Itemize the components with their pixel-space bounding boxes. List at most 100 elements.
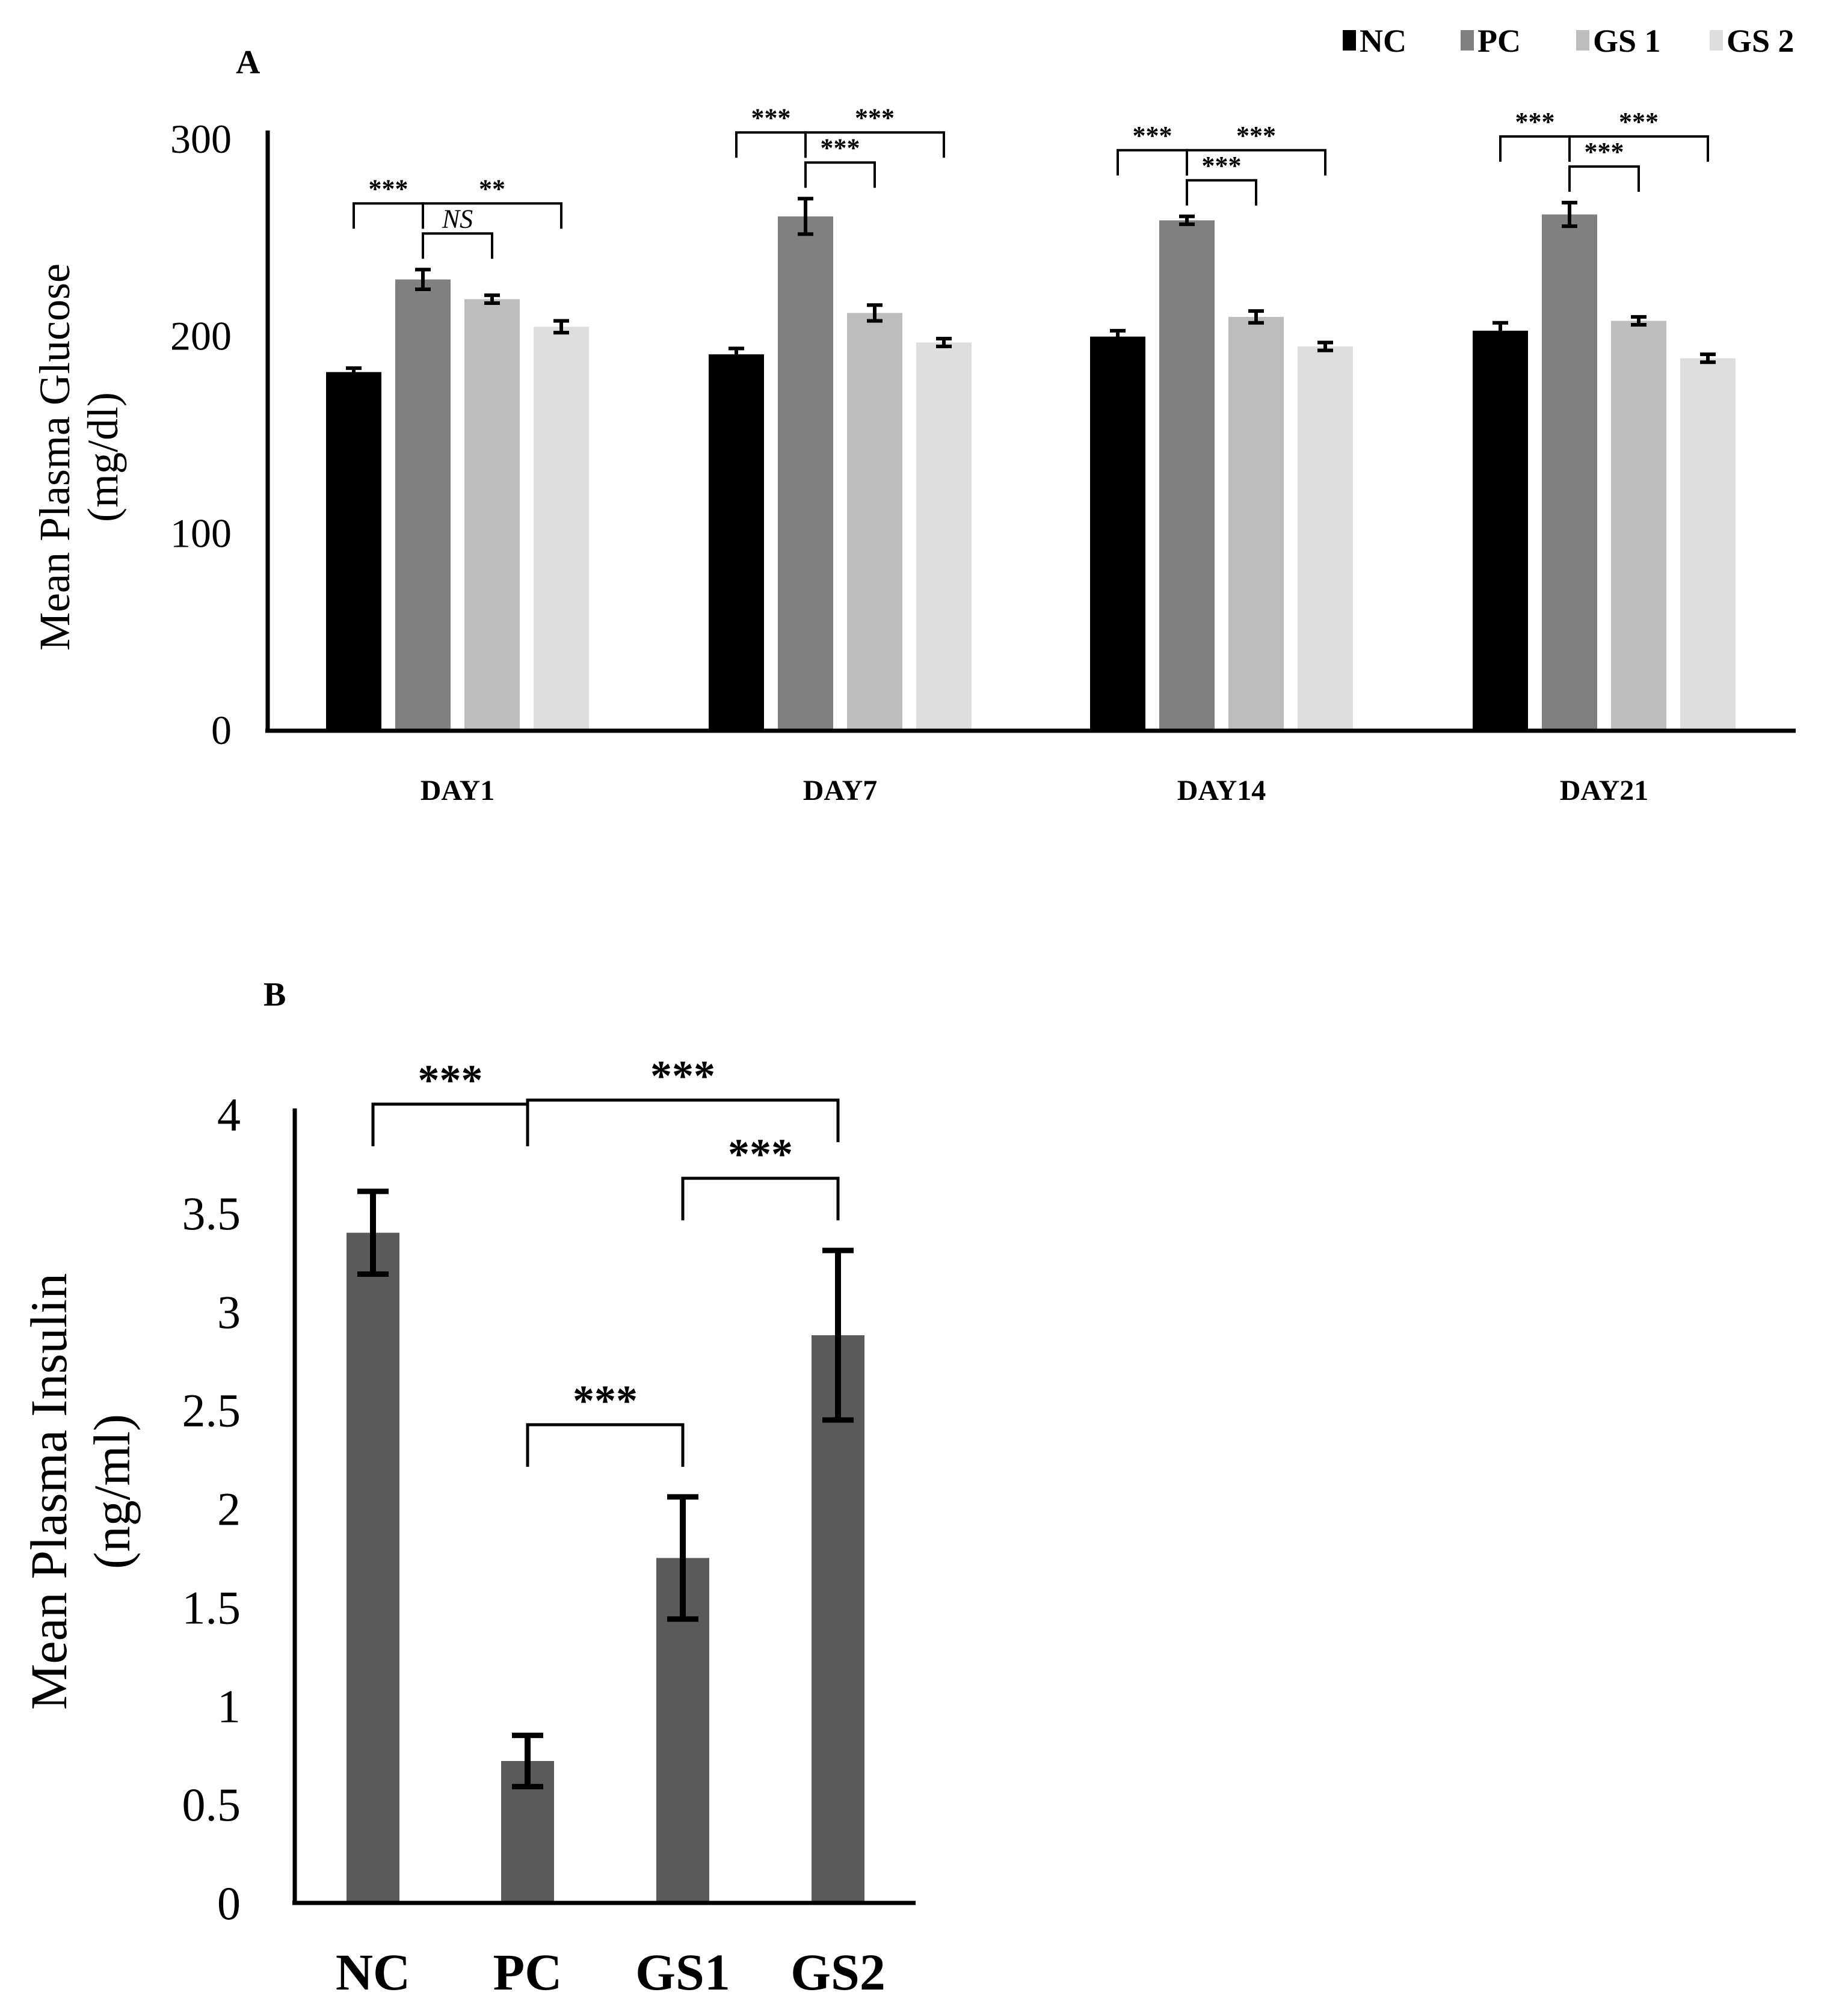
significance-bracket-line [1568, 165, 1640, 192]
significance-label: *** [1515, 107, 1555, 137]
panel-a-legend: NC PC GS 1 GS 2 [1343, 23, 1795, 59]
panel-a-bar-gs2-day7 [916, 342, 972, 731]
legend-swatch [1461, 30, 1474, 51]
panel-a-bar-gs2-day14 [1298, 346, 1353, 731]
panel-a-significance-bracket: ** [422, 174, 562, 229]
panel-a-bar-gs1-day1 [464, 299, 520, 731]
panel-b-significance: *** *** *** *** [371, 1052, 840, 1467]
panel-a-error-bar [729, 346, 744, 362]
legend-label: GS 1 [1593, 23, 1661, 59]
significance-bracket-line [804, 131, 945, 158]
panel-a-significance-bracket: *** [1568, 137, 1640, 192]
panel-a-bar-pc-day14 [1159, 220, 1215, 731]
significance-label: *** [1133, 121, 1172, 150]
panel-a-y-axis-title: Mean Plasma Glucose (mg/dl) [31, 263, 127, 651]
panel-b-bar-gs2 [812, 1335, 864, 1903]
panel-a-bar-pc-day21 [1542, 214, 1597, 731]
panel-b-error-bar [512, 1732, 543, 1790]
panel-b-significance-bracket: *** [371, 1056, 529, 1146]
panel-a-bar-gs1-day21 [1611, 321, 1666, 731]
panel-a-bar-pc-day1 [395, 279, 451, 731]
legend-label: PC [1477, 23, 1521, 59]
significance-bracket-line [1568, 135, 1709, 162]
significance-bracket-line [371, 1102, 529, 1146]
panel-b-y-axis-title: Mean Plasma Insulin (ng/ml) [20, 1273, 141, 1710]
panel-a-error-bar [1110, 328, 1126, 345]
panel-b-y-tick-label: 3 [217, 1286, 241, 1338]
panel-a-bar-pc-day7 [778, 216, 833, 731]
panel-a-bar-gs1-day14 [1228, 316, 1284, 731]
significance-label: *** [650, 1052, 715, 1100]
legend-item: GS 1 [1576, 23, 1661, 59]
panel-a-significance-bracket: *** [353, 174, 424, 229]
significance-bracket-line [422, 232, 493, 259]
panel-a-significance-bracket: NS [422, 204, 493, 259]
legend-swatch [1710, 30, 1723, 51]
significance-bracket-line [1117, 149, 1188, 176]
significance-bracket-line [526, 1098, 840, 1143]
panel-a-bar-nc-day14 [1090, 336, 1145, 731]
panel-a-error-bar [484, 293, 500, 305]
panel-a-error-bar [936, 336, 952, 349]
panel-a-error-bar [1562, 200, 1577, 229]
panel-b-y-tick-label: 0 [217, 1877, 241, 1929]
panel-b-insulin-chart: B Mean Plasma Insulin (ng/ml) 0 0.5 1 1.5 2 2… [20, 976, 916, 2001]
panel-a-error-bars [346, 197, 1716, 378]
panel-a-bar-gs1-day7 [847, 313, 902, 731]
panel-b-y-tick-label: 2 [217, 1483, 241, 1535]
panel-a-y-axis-title-line1: Mean Plasma Glucose [31, 263, 79, 651]
panel-b-bar-nc [347, 1232, 399, 1903]
panel-a-error-bar [798, 197, 813, 236]
panel-a-bar-nc-day7 [709, 354, 764, 731]
panel-a-significance-bracket: *** [1186, 121, 1326, 176]
panel-b-error-bar [357, 1188, 389, 1277]
panel-a-error-bar [867, 303, 883, 323]
panel-a-significance-bracket: *** [804, 103, 945, 158]
panel-b-y-axis-title-line1: Mean Plasma Insulin [20, 1273, 78, 1710]
panel-a-y-ticks: 0 100 200 300 [170, 116, 232, 753]
panel-b-significance-bracket: *** [526, 1052, 840, 1143]
panel-a-error-bar [1631, 315, 1647, 327]
significance-label: ** [479, 174, 505, 203]
panel-b-category-label: GS2 [790, 1943, 886, 2001]
panel-a-bar-gs2-day21 [1680, 358, 1736, 731]
panel-b-y-tick-label: 2.5 [182, 1384, 241, 1437]
panel-a-bar-gs2-day1 [534, 327, 589, 731]
panel-b-error-bar [667, 1494, 698, 1622]
panel-a-error-bar [1493, 321, 1508, 340]
panel-b-category-label: NC [336, 1943, 410, 2001]
panel-a-error-bar [1317, 340, 1333, 352]
significance-bracket-line [681, 1176, 840, 1221]
significance-label: NS [442, 204, 473, 233]
legend-item: NC [1343, 23, 1406, 59]
panel-a-significance-bracket: *** [735, 103, 807, 158]
panel-b-label: B [263, 976, 286, 1013]
significance-label: *** [369, 174, 408, 203]
panel-b-axes [292, 1108, 916, 1905]
panel-b-categories: NC PC GS1 GS2 [336, 1943, 886, 2001]
panel-a-category-label: DAY21 [1560, 775, 1649, 807]
panel-b-error-bar [822, 1247, 854, 1423]
significance-label: *** [1236, 121, 1276, 150]
panel-b-significance-bracket: *** [526, 1377, 685, 1467]
significance-label: *** [573, 1377, 638, 1425]
significance-bracket-line [422, 202, 562, 229]
significance-label: *** [751, 103, 791, 132]
panel-a-y-tick-label: 300 [170, 116, 232, 162]
panel-a-y-axis-title-line2: (mg/dl) [79, 392, 127, 522]
significance-bracket-line [735, 131, 807, 158]
panel-a-significance-bracket: *** [804, 133, 876, 188]
panel-b-y-tick-label: 3.5 [182, 1187, 241, 1240]
panel-a-y-tick-label: 200 [170, 313, 232, 359]
legend-swatch [1343, 30, 1356, 51]
panel-b-y-tick-label: 4 [217, 1089, 241, 1141]
panel-a-category-label: DAY14 [1177, 775, 1266, 807]
panel-b-error-bars [357, 1188, 854, 1790]
panel-a-significance-bracket: *** [1117, 121, 1188, 176]
panel-b-bars [347, 1232, 864, 1903]
panel-a-significance-bracket: *** [1186, 151, 1257, 206]
panel-b-y-tick-label: 1.5 [182, 1581, 241, 1633]
panel-a-glucose-chart: A NC PC GS 1 GS 2 Mean Plasma Glucose (mg/d… [31, 23, 1796, 807]
significance-label: *** [1585, 137, 1624, 167]
legend-item: GS 2 [1710, 23, 1795, 59]
